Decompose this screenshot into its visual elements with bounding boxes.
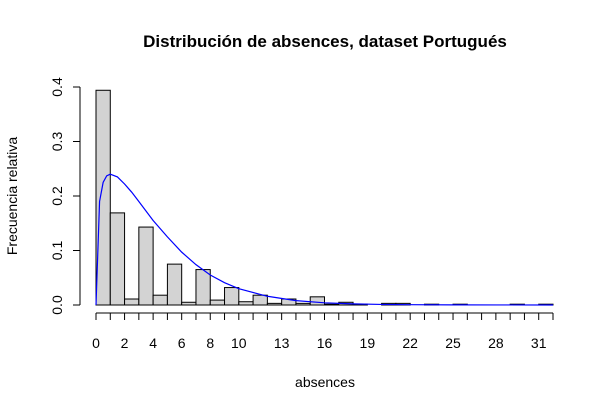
histogram-bar-4 <box>152 294 168 306</box>
histogram-bar-3 <box>138 226 154 306</box>
density-curve <box>95 173 554 306</box>
density-curve-group <box>95 173 554 306</box>
y-tick-label-2: 0.2 <box>49 186 65 206</box>
y-tick-label-1: 0.1 <box>49 241 65 261</box>
y-tick-label-3: 0.3 <box>49 132 65 152</box>
x-tick-label-6: 13 <box>274 335 290 351</box>
histogram-bar-12 <box>266 302 283 306</box>
histogram-bars <box>95 89 554 306</box>
x-tick-label-3: 6 <box>178 335 186 351</box>
chart-title: Distribución de absences, dataset Portug… <box>143 32 507 51</box>
x-tick-label-9: 22 <box>402 335 418 351</box>
histogram-bar-6 <box>181 301 197 306</box>
histogram-bar-9 <box>224 287 240 306</box>
histogram-bar-16 <box>324 303 340 306</box>
x-tick-label-12: 31 <box>531 335 547 351</box>
x-tick-label-11: 28 <box>488 335 504 351</box>
histogram-bar-14 <box>295 302 311 306</box>
x-axis-label: absences <box>295 374 355 390</box>
x-axis: 0 2 4 6 8 10 13 16 19 22 25 28 31 <box>92 312 554 351</box>
histogram-bar-5 <box>166 263 183 306</box>
x-tick-label-5: 10 <box>231 335 247 351</box>
x-tick-label-0: 0 <box>92 335 100 351</box>
histogram-bar-8 <box>209 299 226 306</box>
x-tick-label-7: 16 <box>317 335 333 351</box>
y-axis-label: Frecuencia relativa <box>4 137 20 255</box>
histogram-bar-0 <box>95 89 111 306</box>
x-tick-label-2: 4 <box>149 335 157 351</box>
x-tick-label-1: 2 <box>121 335 129 351</box>
y-tick-label-0: 0.0 <box>49 295 65 315</box>
y-tick-label-4: 0.4 <box>49 77 65 97</box>
x-tick-label-8: 19 <box>360 335 376 351</box>
histogram-bar-11 <box>252 294 268 306</box>
x-tick-label-10: 25 <box>445 335 461 351</box>
histogram-bar-10 <box>238 301 254 306</box>
y-axis: 0.0 0.1 0.2 0.3 0.4 <box>49 77 81 315</box>
x-tick-label-4: 8 <box>206 335 214 351</box>
histogram-bar-2 <box>124 298 140 306</box>
histogram-bar-15 <box>309 296 325 306</box>
histogram-bar-7 <box>195 269 211 306</box>
histogram-bar-1 <box>109 212 126 306</box>
